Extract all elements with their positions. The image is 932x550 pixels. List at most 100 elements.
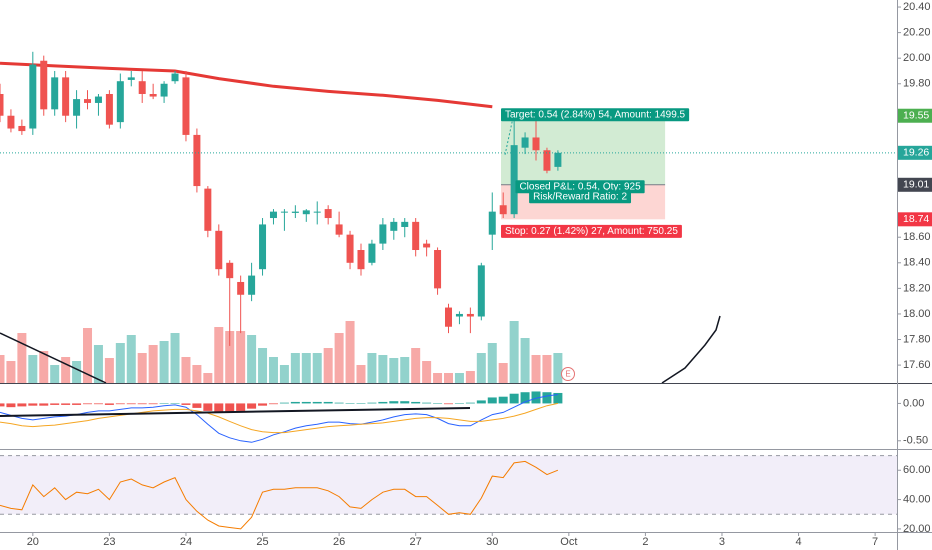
histogram-bar [268,403,278,405]
candle-body [73,99,81,116]
candle-body [412,221,420,251]
x-tick-label: 2 [642,536,648,548]
x-tick-label: 27 [410,536,422,548]
histogram-bar [323,401,333,404]
last-price-tag: 19.26 [903,147,929,159]
candle-body [455,313,463,317]
volume-bar [170,333,180,383]
volume-bar [83,328,93,383]
y-tick-label: 40.00 [903,493,931,505]
x-tick-label: 4 [795,536,801,548]
volume-bar [236,331,246,383]
histogram-bar [258,403,268,406]
candle-body [368,243,376,263]
candle-body [160,83,168,97]
histogram-bar [378,401,388,404]
histogram-bar [520,392,530,404]
histogram-bar [39,403,49,406]
histogram-bar [487,397,497,404]
volume-bar [378,355,388,383]
volume-bar [433,373,443,383]
histogram-bar [433,403,443,404]
candle-body [390,221,398,231]
histogram-bar [334,402,344,404]
y-tick-label: 60.00 [903,464,931,476]
candle-body [94,96,102,103]
x-tick-label: 26 [333,536,345,548]
histogram-bar [290,401,300,404]
histogram-bar [236,403,246,411]
y-tick-label: 17.60 [903,359,931,371]
histogram-bar [444,403,453,405]
histogram-bar [498,396,508,404]
volume-bar [290,353,300,383]
volume-bar [126,335,136,383]
candle-body [499,205,507,215]
candle-body [434,250,442,289]
volume-bar [225,331,235,383]
volume-bar [498,363,508,383]
volume-bar [422,361,432,383]
volume-bar [148,345,158,383]
volume-bar [301,353,311,383]
candle-body [532,137,540,151]
histogram-bar [225,403,235,413]
candle-body [193,134,201,187]
volume-bar [214,327,224,383]
histogram-bar [203,403,213,411]
candle-body [302,210,310,215]
candle-body [477,265,485,317]
candle-body [0,93,4,116]
x-tick-label: 25 [256,536,268,548]
histogram-bar [181,403,191,405]
histogram-bar [6,403,16,408]
profit-zone [501,115,666,185]
y-tick-label: 18.20 [903,282,931,294]
volume-bar [356,365,366,383]
volume-bar [6,361,16,383]
histogram-bar [312,401,322,404]
candle-body [554,152,562,167]
candle-body [324,209,332,219]
earnings-marker[interactable] [561,367,575,381]
volume-bar [465,371,475,383]
histogram-bar [422,402,432,404]
histogram-bar [465,402,475,404]
trend-line [661,315,721,384]
candle-body [116,81,124,123]
y-tick-label: 20.00 [903,523,931,535]
volume-bar [104,358,114,383]
volume-bar [389,358,399,383]
target-tag: 19.55 [903,110,929,122]
candle-body [248,275,256,295]
entry-tag-bg [898,177,932,192]
volume-bar [159,341,169,383]
moving-average [0,61,493,109]
x-tick-label: 3 [719,536,725,548]
volume-bar [17,333,27,383]
volume-bar [476,353,486,383]
histogram-bar [279,402,289,404]
histogram-bar [454,403,464,404]
histogram-bar [301,401,311,404]
candle-body [259,224,267,270]
candle-body [335,224,343,235]
volume-bar [400,357,410,383]
volume-bar [345,321,355,383]
candle-body [182,77,190,135]
x-tick-label: 30 [486,536,498,548]
histogram-bar [192,403,202,408]
histogram-bar [400,401,410,404]
x-tick-label: 23 [103,536,115,548]
x-tick-label: 24 [180,536,192,548]
volume-bar [509,321,519,383]
volume-bar [39,351,49,383]
rsi-band [0,455,897,515]
candle-body [423,243,431,248]
y-tick-label: 20.00 [903,52,931,64]
histogram-bar [367,402,377,404]
earnings-marker-label: E [565,370,570,379]
candle-body [204,188,212,231]
x-tick-label: Oct [560,536,577,548]
candle-body [18,125,26,132]
